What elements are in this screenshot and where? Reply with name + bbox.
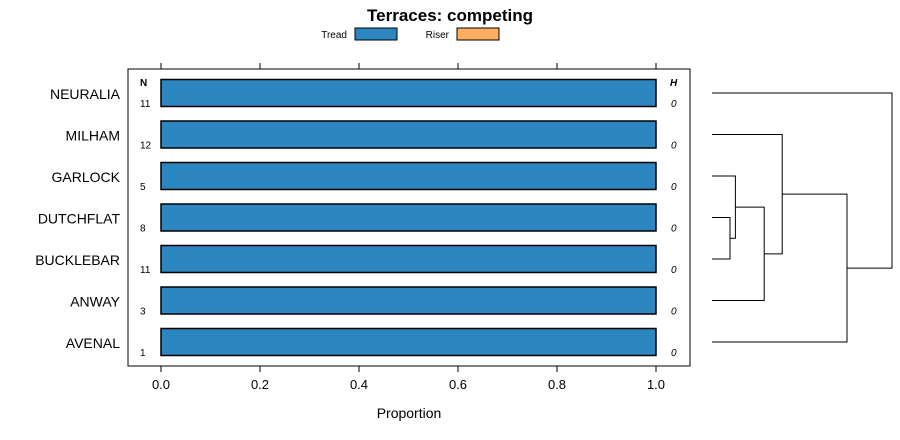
dendrogram-link [712,134,783,255]
category-label: DUTCHFLAT [38,211,121,227]
bar-tread-avenal [160,327,657,357]
bar-tread-garlock [160,161,657,191]
legend-swatch-riser [456,27,500,41]
x-tick-label: 0.4 [350,377,368,392]
category-label: NEURALIA [50,86,121,102]
h-value: 0 [671,99,677,110]
category-label: BUCKLEBAR [35,252,120,268]
h-values: 0 0 0 0 0 0 0 [671,99,677,359]
dendrogram-link [712,206,765,301]
x-tick-label: 1.0 [647,377,665,392]
h-value: 0 [671,348,677,359]
n-value: 3 [140,307,146,318]
n-header: N [140,78,147,89]
legend: Tread Riser [321,27,500,41]
category-label: GARLOCK [52,169,121,185]
x-tick-label: 0.6 [449,377,467,392]
n-values: 11 12 5 8 11 3 1 [140,99,152,359]
category-label: AVENAL [66,335,120,351]
n-value: 8 [140,224,146,235]
h-header: H [670,78,678,89]
bar-tread-neuralia [160,78,657,108]
legend-swatch-tread [354,27,398,41]
dendrogram [712,92,893,343]
dendrogram-link [712,217,731,260]
dendrogram-link [712,175,736,239]
h-value: 0 [671,141,677,152]
bar-tread-milham [160,120,657,149]
plot-panel [127,68,691,367]
x-axis: 0.0 0.2 0.4 0.6 0.8 1.0 [152,63,665,392]
dendrogram-link [712,193,848,343]
dendrogram-link [712,92,893,269]
n-value: 12 [140,141,152,152]
h-value: 0 [671,307,677,318]
n-value: 11 [140,99,151,110]
x-tick-label: 0.8 [548,377,566,392]
h-value: 0 [671,224,677,235]
n-value: 11 [140,265,151,276]
h-value: 0 [671,265,677,276]
x-tick-label: 0.0 [152,377,170,392]
bar-tread-bucklebar [160,244,657,274]
category-label: MILHAM [66,128,120,144]
n-value: 5 [140,182,146,193]
h-value: 0 [671,182,677,193]
x-axis-label: Proportion [377,405,442,421]
category-label: ANWAY [70,294,120,310]
bars-group [160,78,657,357]
chart-title: Terraces: competing [367,6,533,25]
legend-label-tread: Tread [321,30,347,41]
x-tick-label: 0.2 [251,377,269,392]
legend-label-riser: Riser [426,30,450,41]
bar-tread-dutchflat [160,203,657,232]
category-labels: NEURALIA MILHAM GARLOCK DUTCHFLAT BUCKLEBAR A… [35,86,120,351]
n-value: 1 [140,348,146,359]
bar-tread-anway [160,286,657,315]
